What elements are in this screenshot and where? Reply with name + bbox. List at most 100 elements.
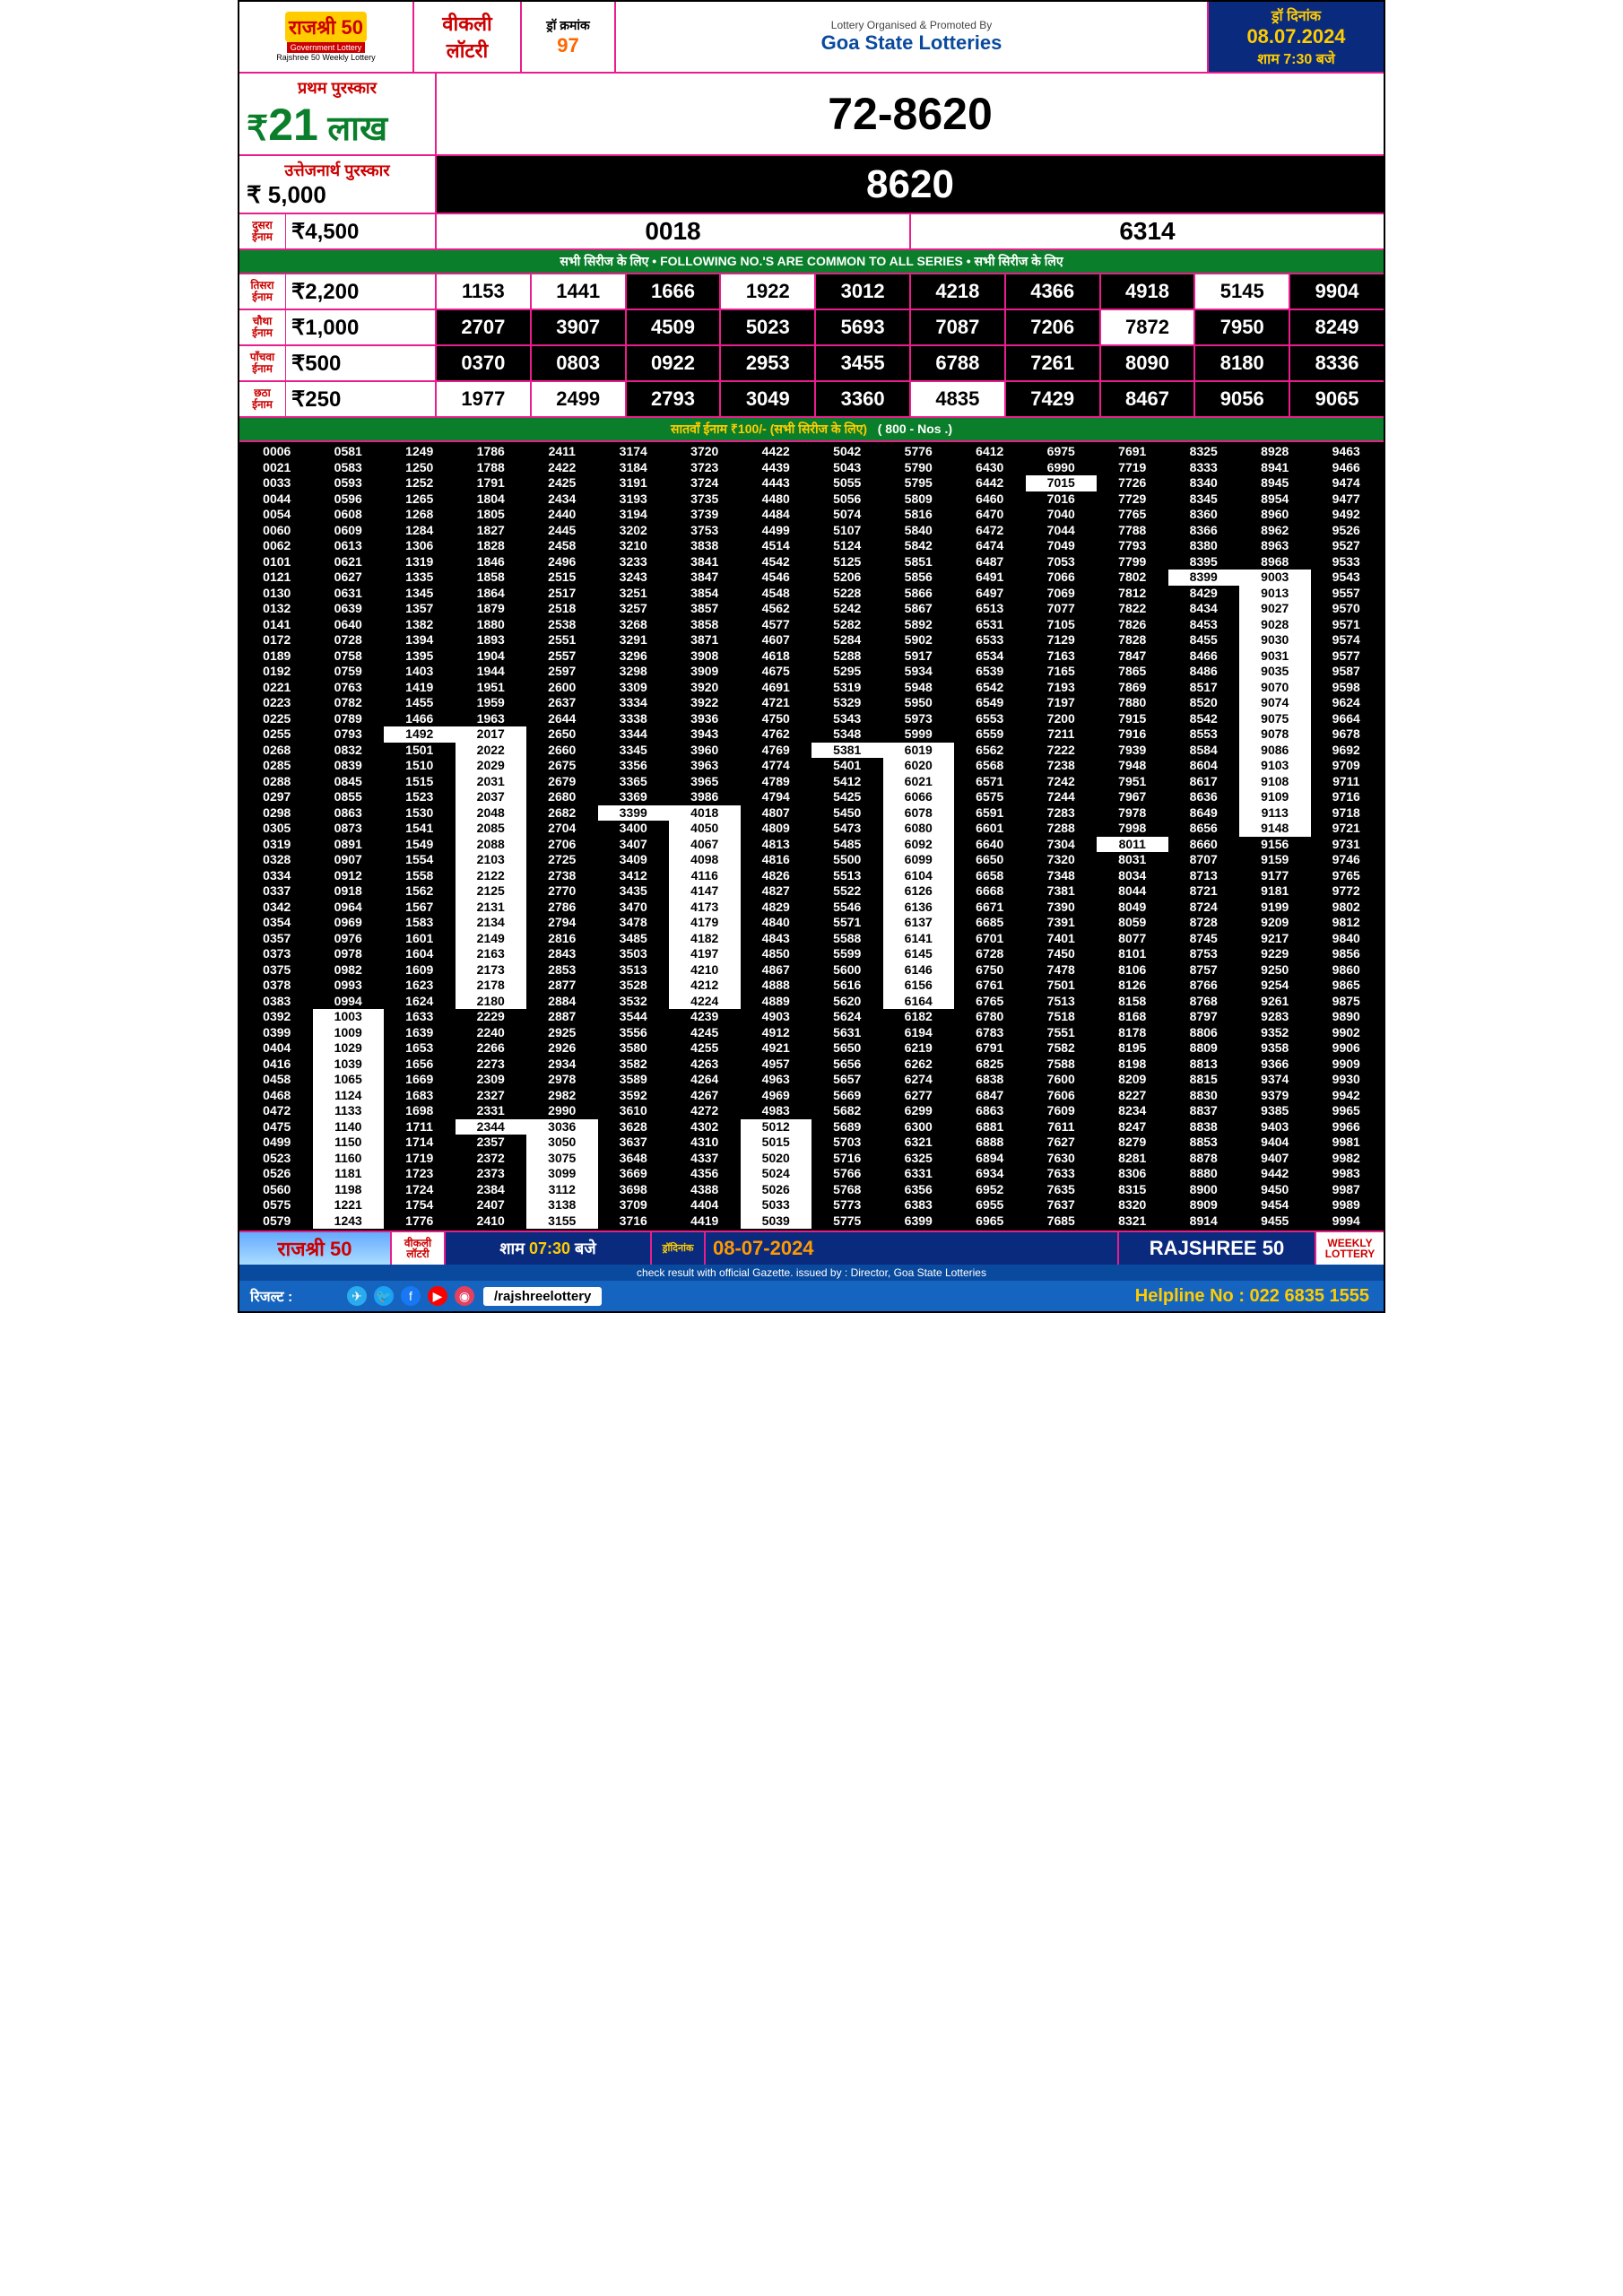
grid-number: 5656	[812, 1057, 883, 1073]
grid-number: 2344	[456, 1119, 527, 1135]
grid-number: 5522	[812, 883, 883, 900]
grid-number: 5657	[812, 1072, 883, 1088]
grid-number: 9075	[1239, 711, 1311, 727]
grid-number: 7222	[1026, 743, 1098, 759]
telegram-icon[interactable]: ✈	[347, 1286, 367, 1306]
grid-number: 4388	[669, 1182, 741, 1198]
grid-number: 6562	[954, 743, 1026, 759]
logo: राजश्री 50 Government Lottery Rajshree 5…	[239, 2, 414, 72]
grid-number: 0101	[241, 554, 313, 570]
grid-number: 6955	[954, 1197, 1026, 1213]
grid-number: 9664	[1311, 711, 1383, 727]
grid-number: 9812	[1311, 915, 1383, 931]
grid-number: 3753	[669, 523, 741, 539]
grid-number: 1455	[384, 695, 456, 711]
grid-number: 0631	[313, 586, 385, 602]
grid-number: 2518	[526, 601, 598, 617]
grid-number: 9557	[1311, 586, 1383, 602]
youtube-icon[interactable]: ▶	[428, 1286, 447, 1306]
grid-number: 0579	[241, 1213, 313, 1230]
grid-number: 8757	[1168, 962, 1240, 978]
grid-number: 7951	[1097, 774, 1168, 790]
grid-number: 9492	[1311, 507, 1383, 523]
grid-number: 7916	[1097, 726, 1168, 743]
grid-number: 8031	[1097, 852, 1168, 868]
grid-number: 2434	[526, 491, 598, 508]
grid-number: 4827	[741, 883, 812, 900]
grid-number: 5973	[883, 711, 955, 727]
grid-number: 8345	[1168, 491, 1240, 508]
grid-number: 9442	[1239, 1166, 1311, 1182]
grid-number: 6080	[883, 821, 955, 837]
grid-number: 8234	[1097, 1103, 1168, 1119]
grid-number: 2122	[456, 868, 527, 884]
grid-number: 4840	[741, 915, 812, 931]
grid-number: 6668	[954, 883, 1026, 900]
grid-number: 7880	[1097, 695, 1168, 711]
grid-number: 1959	[456, 695, 527, 711]
grid-number: 4356	[669, 1166, 741, 1182]
common-series-bar: सभी सिरीज के लिए • FOLLOWING NO.'S ARE C…	[239, 250, 1384, 274]
grid-number: 6542	[954, 680, 1026, 696]
grid-number: 1243	[313, 1213, 385, 1230]
tier-label: छठा ईनाम	[239, 382, 286, 416]
grid-number: 4419	[669, 1213, 741, 1230]
grid-number: 6412	[954, 444, 1026, 460]
grid-number: 4721	[741, 695, 812, 711]
facebook-icon[interactable]: f	[401, 1286, 421, 1306]
tier-number: 7206	[1006, 310, 1101, 344]
grid-number: 0221	[241, 680, 313, 696]
grid-number: 8806	[1168, 1025, 1240, 1041]
instagram-icon[interactable]: ◉	[455, 1286, 474, 1306]
grid-number: 6791	[954, 1040, 1026, 1057]
grid-number: 2031	[456, 774, 527, 790]
grid-number: 6863	[954, 1103, 1026, 1119]
grid-number: 3528	[598, 978, 670, 994]
grid-number: 5588	[812, 931, 883, 947]
grid-number: 8837	[1168, 1103, 1240, 1119]
grid-number: 6104	[883, 868, 955, 884]
seventh-prize-bar: सातवाँ ईनाम ₹100/- (सभी सिरीज के लिए) ( …	[239, 418, 1384, 442]
grid-number: 3050	[526, 1135, 598, 1151]
grid-number: 2650	[526, 726, 598, 743]
grid-number: 0189	[241, 648, 313, 665]
grid-number: 9027	[1239, 601, 1311, 617]
tier-numbers: 1153144116661922301242184366491851459904	[437, 274, 1384, 309]
grid-number: 9450	[1239, 1182, 1311, 1198]
grid-number: 5206	[812, 570, 883, 586]
grid-number: 1554	[384, 852, 456, 868]
grid-number: 6761	[954, 978, 1026, 994]
grid-number: 3648	[598, 1151, 670, 1167]
grid-number: 6182	[883, 1009, 955, 1025]
grid-number: 9209	[1239, 915, 1311, 931]
grid-number: 3257	[598, 601, 670, 617]
tier-number: 2707	[437, 310, 532, 344]
grid-number: 0132	[241, 601, 313, 617]
grid-number: 2022	[456, 743, 527, 759]
grid-number: 5766	[812, 1166, 883, 1182]
grid-number: 3724	[669, 475, 741, 491]
grid-number: 9981	[1311, 1135, 1383, 1151]
grid-number: 9840	[1311, 931, 1383, 947]
grid-number: 7044	[1026, 523, 1098, 539]
grid-number: 1963	[456, 711, 527, 727]
grid-number: 8106	[1097, 962, 1168, 978]
tier-number: 9056	[1195, 382, 1290, 416]
grid-number: 3344	[598, 726, 670, 743]
grid-number: 5329	[812, 695, 883, 711]
grid-number: 3407	[598, 837, 670, 853]
grid-number: 6650	[954, 852, 1026, 868]
grid-number: 3268	[598, 617, 670, 633]
grid-number: 3155	[526, 1213, 598, 1230]
grid-number: 2680	[526, 789, 598, 805]
grid-number: 3960	[669, 743, 741, 759]
grid-number: 1754	[384, 1197, 456, 1213]
footer-rajshree: RAJSHREE 50	[1119, 1232, 1316, 1265]
grid-number: 2679	[526, 774, 598, 790]
twitter-icon[interactable]: 🐦	[374, 1286, 394, 1306]
grid-number: 7826	[1097, 617, 1168, 633]
grid-number: 9108	[1239, 774, 1311, 790]
tier-number: 5145	[1195, 274, 1290, 309]
grid-number: 3628	[598, 1119, 670, 1135]
grid-number: 1306	[384, 538, 456, 554]
